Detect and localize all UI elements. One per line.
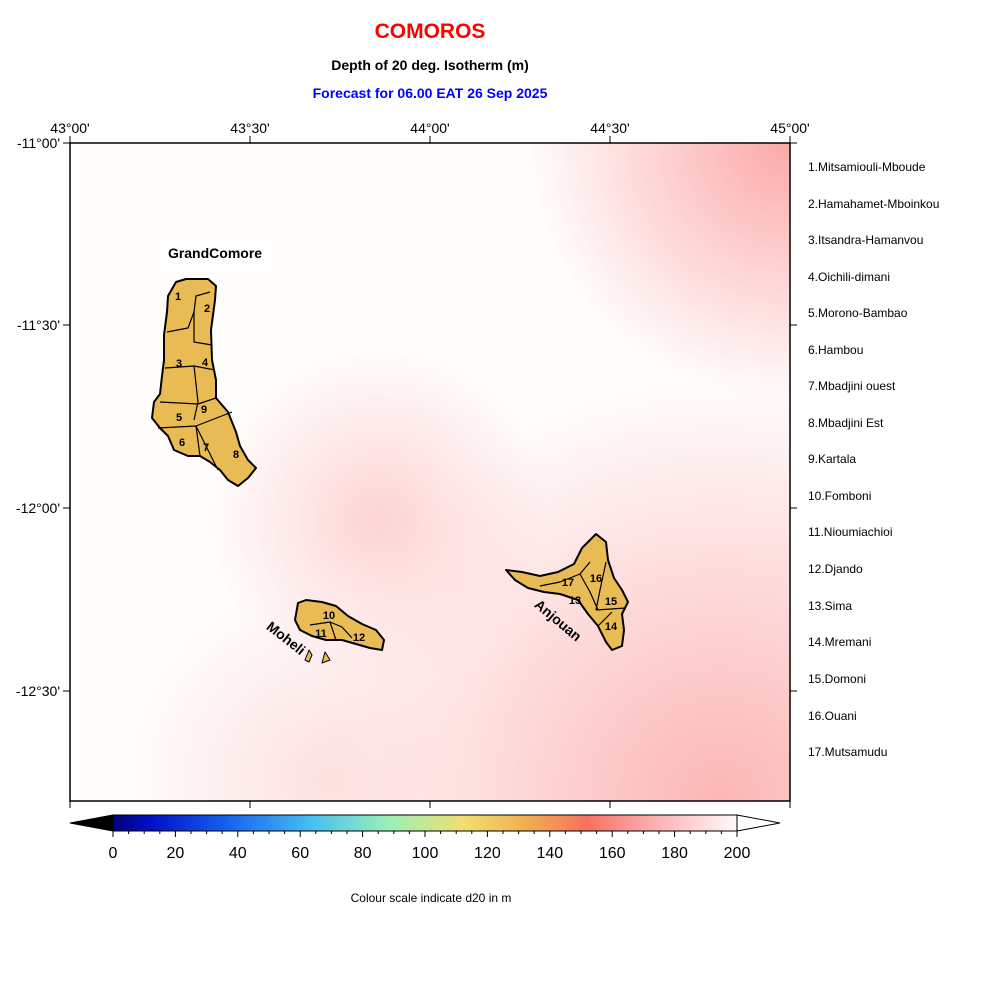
region-number: 1 bbox=[175, 291, 181, 303]
colorbar-label: 80 bbox=[354, 845, 372, 862]
colorbar-caption: Colour scale indicate d20 in m bbox=[351, 891, 512, 905]
region-number: 13 bbox=[569, 595, 581, 607]
legend-item: 8.Mbadjini Est bbox=[808, 416, 884, 430]
colorbar-label: 100 bbox=[412, 845, 439, 862]
colorbar: 0 20 40 60 80 100 120 140 160 180 200 bbox=[69, 814, 781, 862]
region-number: 10 bbox=[323, 610, 335, 622]
lat-label: -12°30' bbox=[16, 683, 60, 699]
colorbar-label: 60 bbox=[291, 845, 309, 862]
legend-item: 14.Mremani bbox=[808, 635, 871, 649]
colorbar-bar bbox=[112, 814, 738, 832]
moheli-island bbox=[294, 599, 385, 664]
lat-label: -11°00' bbox=[17, 135, 60, 151]
map-title: COMOROS bbox=[375, 20, 486, 43]
region-number: 12 bbox=[353, 632, 365, 644]
region-number: 5 bbox=[176, 412, 182, 424]
legend-item: 6.Hambou bbox=[808, 343, 863, 357]
legend-item: 15.Domoni bbox=[808, 672, 866, 686]
grand-comore-island bbox=[151, 278, 257, 487]
island-name-grandcomore: GrandComore bbox=[168, 245, 262, 261]
legend-item: 5.Morono-Bambao bbox=[808, 306, 908, 320]
colorbar-label: 120 bbox=[474, 845, 501, 862]
legend-item: 13.Sima bbox=[808, 599, 852, 613]
map-field bbox=[70, 143, 790, 801]
lat-label: -12°00' bbox=[16, 500, 60, 516]
region-number: 2 bbox=[204, 303, 210, 315]
legend-item: 3.Itsandra-Hamanvou bbox=[808, 233, 923, 247]
legend-item: 9.Kartala bbox=[808, 452, 856, 466]
forecast-time: Forecast for 06.00 EAT 26 Sep 2025 bbox=[313, 85, 548, 101]
legend-item: 4.Oichili-dimani bbox=[808, 270, 890, 284]
lon-label: 43°00' bbox=[50, 120, 89, 136]
map-subtitle: Depth of 20 deg. Isotherm (m) bbox=[331, 57, 529, 73]
region-number: 4 bbox=[202, 357, 209, 369]
legend-item: 17.Mutsamudu bbox=[808, 745, 887, 759]
region-number: 9 bbox=[201, 404, 207, 416]
colorbar-label: 0 bbox=[109, 845, 118, 862]
side-ticks bbox=[63, 142, 797, 692]
region-number: 17 bbox=[562, 577, 574, 589]
lat-label: -11°30' bbox=[17, 317, 60, 333]
lon-label: 45°00' bbox=[770, 120, 809, 136]
legend-item: 16.Ouani bbox=[808, 709, 857, 723]
legend-item: 12.Djando bbox=[808, 562, 863, 576]
colorbar-low-arrow bbox=[69, 814, 114, 832]
region-numbers: 1 2 3 4 5 6 7 8 9 10 11 12 13 14 15 16 1… bbox=[175, 291, 618, 644]
colorbar-label: 180 bbox=[661, 845, 688, 862]
region-number: 15 bbox=[605, 596, 617, 608]
colorbar-label: 20 bbox=[167, 845, 185, 862]
legend-item: 1.Mitsamiouli-Mboude bbox=[808, 160, 926, 174]
region-number: 3 bbox=[176, 358, 182, 370]
region-number: 8 bbox=[233, 449, 239, 461]
legend-item: 7.Mbadjini ouest bbox=[808, 379, 896, 393]
lon-label: 44°00' bbox=[410, 120, 449, 136]
lon-label: 44°30' bbox=[590, 120, 629, 136]
anjouan-island bbox=[505, 533, 629, 651]
colorbar-label: 160 bbox=[599, 845, 626, 862]
region-number: 11 bbox=[315, 628, 327, 640]
colorbar-high-arrow bbox=[736, 814, 781, 832]
colorbar-label: 200 bbox=[724, 845, 751, 862]
colorbar-label: 40 bbox=[229, 845, 247, 862]
region-number: 14 bbox=[605, 621, 618, 633]
top-ticks bbox=[69, 136, 791, 143]
bottom-ticks bbox=[69, 801, 791, 808]
colorbar-label: 140 bbox=[536, 845, 563, 862]
legend-item: 11.Nioumiachioi bbox=[808, 525, 893, 539]
region-number: 7 bbox=[203, 442, 209, 454]
region-legend: 1.Mitsamiouli-Mboude 2.Hamahamet-Mboinko… bbox=[808, 160, 939, 759]
legend-item: 10.Fomboni bbox=[808, 489, 871, 503]
legend-item: 2.Hamahamet-Mboinkou bbox=[808, 197, 939, 211]
region-number: 6 bbox=[179, 437, 185, 449]
lon-label: 43°30' bbox=[230, 120, 269, 136]
region-number: 16 bbox=[590, 573, 602, 585]
